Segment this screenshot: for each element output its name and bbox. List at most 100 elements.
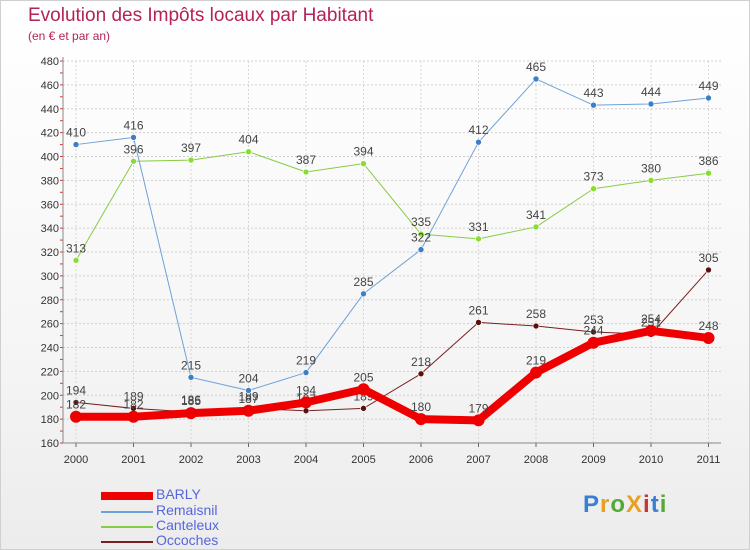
data-point-canteleux	[302, 168, 310, 176]
data-point-remaisnil	[302, 369, 310, 376]
proxiti-logo: ProXiti	[583, 491, 668, 518]
data-label-canteleux: 387	[296, 153, 316, 167]
data-point-occoches	[72, 399, 80, 406]
data-label-barly: 187	[238, 392, 258, 406]
x-tick-label: 2002	[179, 454, 203, 466]
y-tick-label: 460	[41, 80, 59, 92]
y-tick-label: 420	[41, 128, 59, 140]
data-point-occoches	[417, 370, 425, 378]
data-label-occoches: 251	[641, 315, 661, 329]
y-tick-label: 220	[41, 366, 59, 378]
data-label-canteleux: 373	[583, 170, 603, 184]
data-label-barly: 179	[468, 401, 488, 415]
y-tick-label: 240	[41, 343, 59, 355]
chart-title: Evolution des Impôts locaux par Habitant	[28, 5, 374, 26]
data-point-canteleux	[590, 185, 597, 193]
data-label-remaisnil: 322	[411, 231, 431, 245]
data-label-remaisnil: 443	[583, 86, 603, 100]
data-point-remaisnil	[360, 290, 367, 298]
x-tick-label: 2006	[409, 454, 433, 466]
data-label-occoches: 194	[66, 383, 86, 397]
y-tick-label: 200	[41, 390, 59, 402]
chart-subtitle: (en € et par an)	[28, 29, 111, 43]
legend-label-canteleux: Canteleux	[156, 517, 220, 533]
x-tick-label: 2004	[294, 454, 318, 466]
data-point-barly	[357, 383, 370, 396]
data-point-barly	[702, 331, 715, 344]
data-point-barly	[472, 414, 485, 427]
legend-label-remaisnil: Remaisnil	[156, 502, 218, 518]
legend-item-barly: BARLY	[101, 486, 341, 504]
x-tick-label: 2007	[466, 454, 490, 466]
data-point-remaisnil	[705, 94, 712, 102]
legend-swatch-barly	[101, 492, 153, 500]
data-label-remaisnil: 285	[353, 275, 373, 289]
legend-swatch-remaisnil	[101, 511, 153, 513]
y-tick-label: 340	[41, 223, 59, 235]
data-point-barly	[415, 413, 427, 426]
data-label-barly: 244	[583, 324, 603, 338]
y-tick-label: 280	[41, 295, 59, 307]
legend-label-barly: BARLY	[156, 486, 201, 502]
data-point-remaisnil	[590, 101, 597, 109]
data-point-remaisnil	[647, 100, 655, 108]
data-point-remaisnil	[130, 134, 137, 141]
data-label-barly: 219	[526, 354, 546, 368]
data-point-barly	[127, 410, 140, 423]
data-point-remaisnil	[245, 387, 252, 394]
data-label-barly: 205	[353, 370, 373, 384]
data-point-canteleux	[130, 157, 137, 165]
legend-item-canteleux: Canteleux	[101, 517, 341, 535]
data-label-barly: 180	[411, 400, 431, 414]
data-point-occoches	[705, 266, 712, 274]
y-tick-label: 400	[41, 152, 59, 164]
data-label-canteleux: 394	[353, 145, 373, 159]
data-point-occoches	[532, 322, 540, 330]
data-point-canteleux	[72, 257, 80, 264]
data-point-occoches	[302, 407, 310, 415]
data-label-barly: 254	[641, 312, 661, 326]
data-label-occoches: 218	[411, 355, 431, 369]
legend-item-occoches: Occoches	[101, 532, 341, 550]
data-point-occoches	[475, 319, 482, 326]
data-label-canteleux: 335	[411, 215, 431, 229]
data-point-barly	[587, 336, 600, 349]
data-label-canteleux: 341	[526, 208, 546, 222]
data-point-canteleux	[475, 235, 482, 243]
x-tick-label: 2001	[121, 454, 145, 466]
x-tick-label: 2003	[236, 454, 260, 466]
data-label-remaisnil: 215	[181, 358, 201, 372]
data-label-occoches: 253	[583, 313, 603, 327]
y-tick-label: 300	[41, 271, 59, 283]
y-tick-label: 160	[41, 438, 59, 450]
data-label-canteleux: 331	[468, 220, 488, 234]
data-label-barly: 248	[698, 319, 718, 333]
data-point-barly	[242, 404, 255, 417]
y-tick-label: 320	[41, 247, 59, 259]
data-label-canteleux: 404	[238, 133, 258, 147]
data-point-remaisnil	[417, 246, 425, 253]
data-label-occoches: 305	[698, 251, 718, 265]
x-tick-label: 2011	[697, 454, 721, 466]
y-tick-label: 180	[41, 414, 59, 426]
data-label-remaisnil: 449	[698, 79, 718, 93]
data-label-remaisnil: 412	[468, 123, 488, 137]
data-point-barly	[645, 324, 657, 337]
data-label-barly: 182	[123, 398, 143, 412]
data-point-remaisnil	[187, 374, 195, 381]
series-line-canteleux	[75, 151, 709, 261]
x-tick-label: 2000	[64, 454, 88, 466]
data-label-occoches: 258	[526, 307, 546, 321]
data-label-canteleux: 386	[698, 154, 718, 168]
y-tick-label: 440	[41, 104, 59, 116]
data-label-canteleux: 313	[66, 241, 86, 255]
data-label-canteleux: 396	[123, 142, 143, 156]
data-point-remaisnil	[72, 141, 80, 148]
data-point-barly	[185, 407, 197, 420]
data-label-remaisnil: 465	[526, 60, 546, 74]
data-point-occoches	[360, 405, 367, 412]
data-point-remaisnil	[532, 75, 540, 83]
data-label-occoches: 261	[468, 303, 488, 317]
legend-swatch-occoches	[101, 541, 153, 543]
